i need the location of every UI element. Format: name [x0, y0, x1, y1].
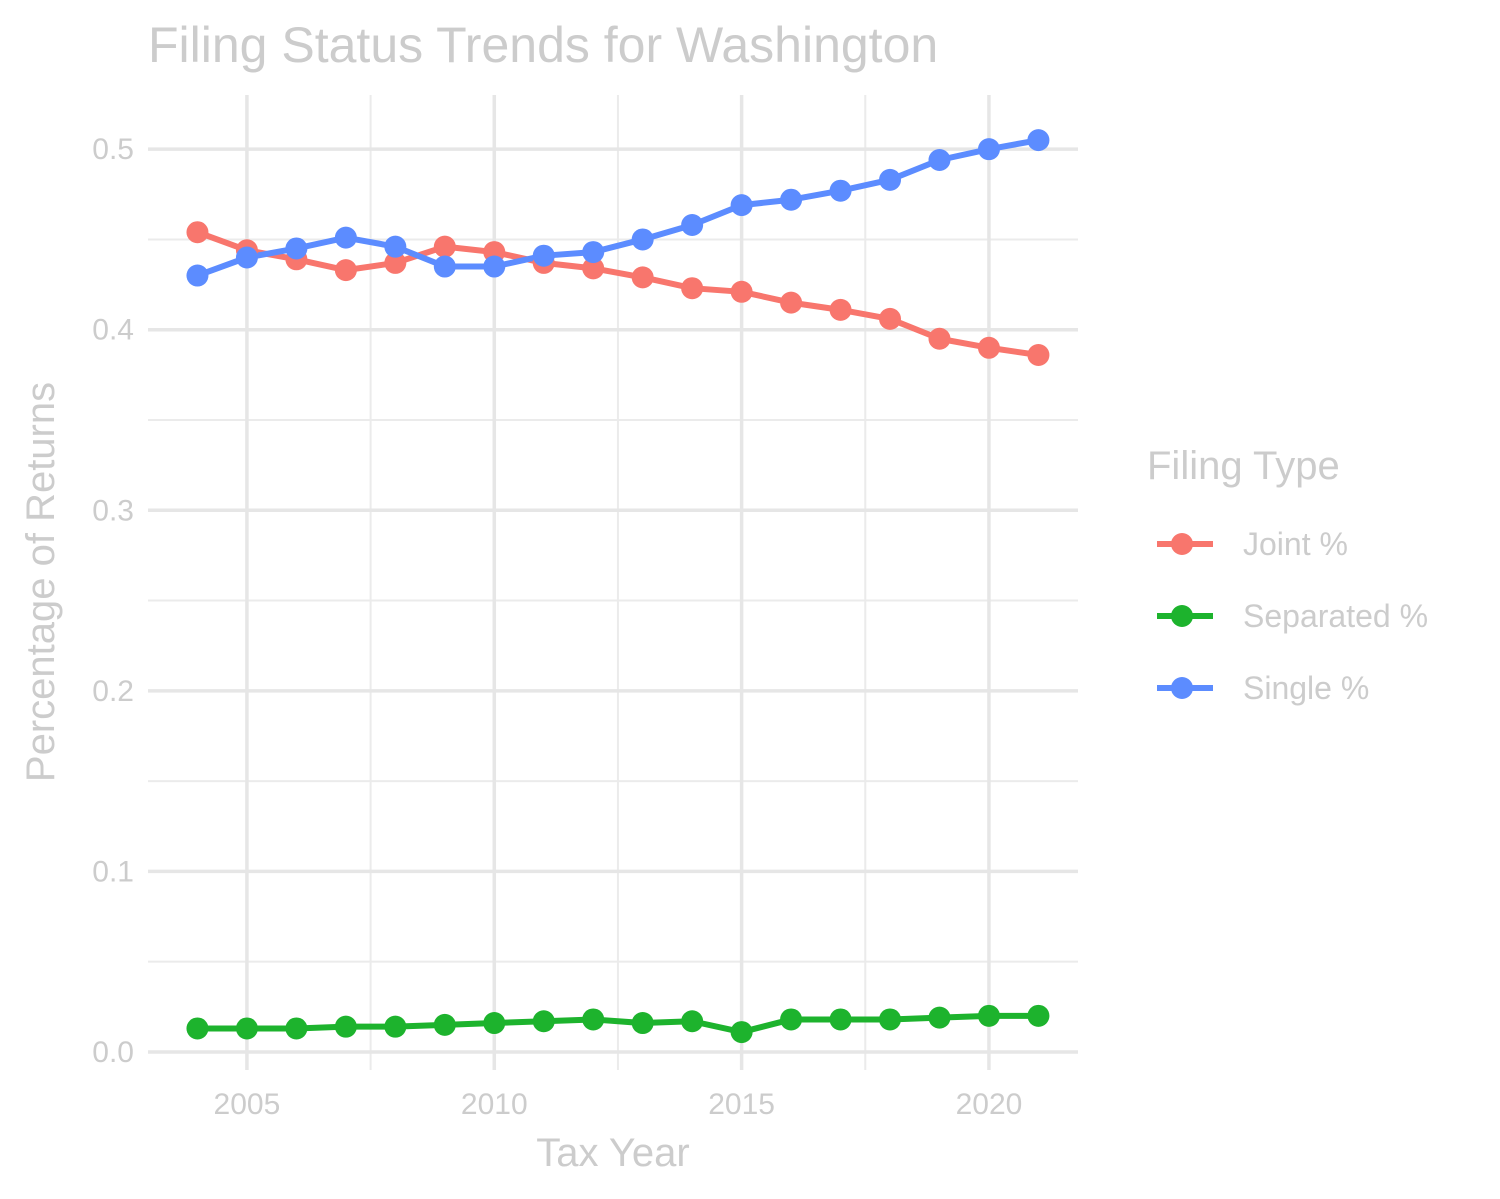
data-point [532, 1010, 555, 1033]
data-point [334, 259, 357, 282]
series-layer [186, 129, 1050, 1044]
legend-label: Joint % [1243, 526, 1348, 562]
x-tick-labels: 2005 2010 2015 2020 [214, 1088, 1023, 1121]
y-tick-label: 0.3 [92, 494, 134, 527]
y-tick-label: 0.0 [92, 1036, 134, 1069]
data-point [681, 214, 704, 236]
legend: Filing Type Joint % Separated % Single % [1147, 444, 1428, 706]
legend-key-point [1171, 605, 1193, 627]
y-tick-labels: 0.0 0.1 0.2 0.3 0.4 0.5 [92, 133, 134, 1069]
data-point [928, 1006, 951, 1029]
legend-label: Single % [1243, 670, 1369, 706]
legend-label: Separated % [1243, 598, 1428, 634]
data-point [928, 327, 951, 350]
data-point [1027, 1004, 1050, 1027]
x-axis-title: Tax Year [536, 1131, 689, 1175]
data-point [334, 1015, 357, 1038]
data-point [384, 251, 407, 274]
data-point [433, 255, 456, 278]
x-tick-label: 2020 [956, 1088, 1023, 1121]
grid [148, 95, 1078, 1070]
data-point [235, 246, 258, 269]
legend-title: Filing Type [1147, 444, 1340, 488]
x-tick-label: 2015 [708, 1088, 775, 1121]
data-point [433, 235, 456, 258]
data-point [384, 235, 407, 258]
data-point [532, 244, 555, 267]
data-point [483, 255, 506, 278]
data-point [631, 266, 654, 289]
data-point [977, 1004, 1000, 1027]
data-point [780, 1008, 803, 1031]
y-tick-label: 0.1 [92, 855, 134, 888]
data-point [582, 1008, 605, 1031]
data-point [186, 1017, 209, 1040]
data-point [879, 307, 902, 330]
data-point [829, 1008, 852, 1031]
data-point [730, 280, 753, 303]
data-point [1027, 344, 1050, 366]
x-tick-label: 2005 [214, 1088, 281, 1121]
data-point [285, 237, 308, 260]
data-point [730, 1021, 753, 1044]
y-axis-title: Percentage of Returns [19, 382, 63, 782]
data-point [285, 1017, 308, 1040]
data-point [631, 228, 654, 251]
y-tick-label: 0.2 [92, 675, 134, 708]
data-point [334, 226, 357, 249]
data-point [780, 291, 803, 314]
data-point [582, 241, 605, 264]
legend-key-point [1171, 533, 1193, 555]
data-point [433, 1013, 456, 1036]
data-point [681, 1010, 704, 1033]
data-point [1027, 129, 1050, 152]
data-point [977, 336, 1000, 359]
data-point [235, 1017, 258, 1040]
data-point [384, 1015, 407, 1038]
chart-title: Filing Status Trends for Washington [148, 17, 938, 73]
data-point [879, 168, 902, 191]
data-point [829, 179, 852, 202]
data-point [631, 1012, 654, 1035]
legend-key-point [1171, 677, 1193, 699]
data-point [780, 188, 803, 211]
data-point [483, 1012, 506, 1035]
data-point [186, 264, 209, 287]
data-point [681, 277, 704, 300]
x-tick-label: 2010 [461, 1088, 528, 1121]
data-point [879, 1008, 902, 1031]
y-tick-label: 0.5 [92, 133, 134, 166]
data-point [977, 138, 1000, 161]
data-point [582, 257, 605, 280]
data-point [186, 221, 209, 244]
data-point [730, 194, 753, 217]
y-tick-label: 0.4 [92, 314, 134, 347]
data-point [928, 149, 951, 171]
data-point [829, 298, 852, 321]
